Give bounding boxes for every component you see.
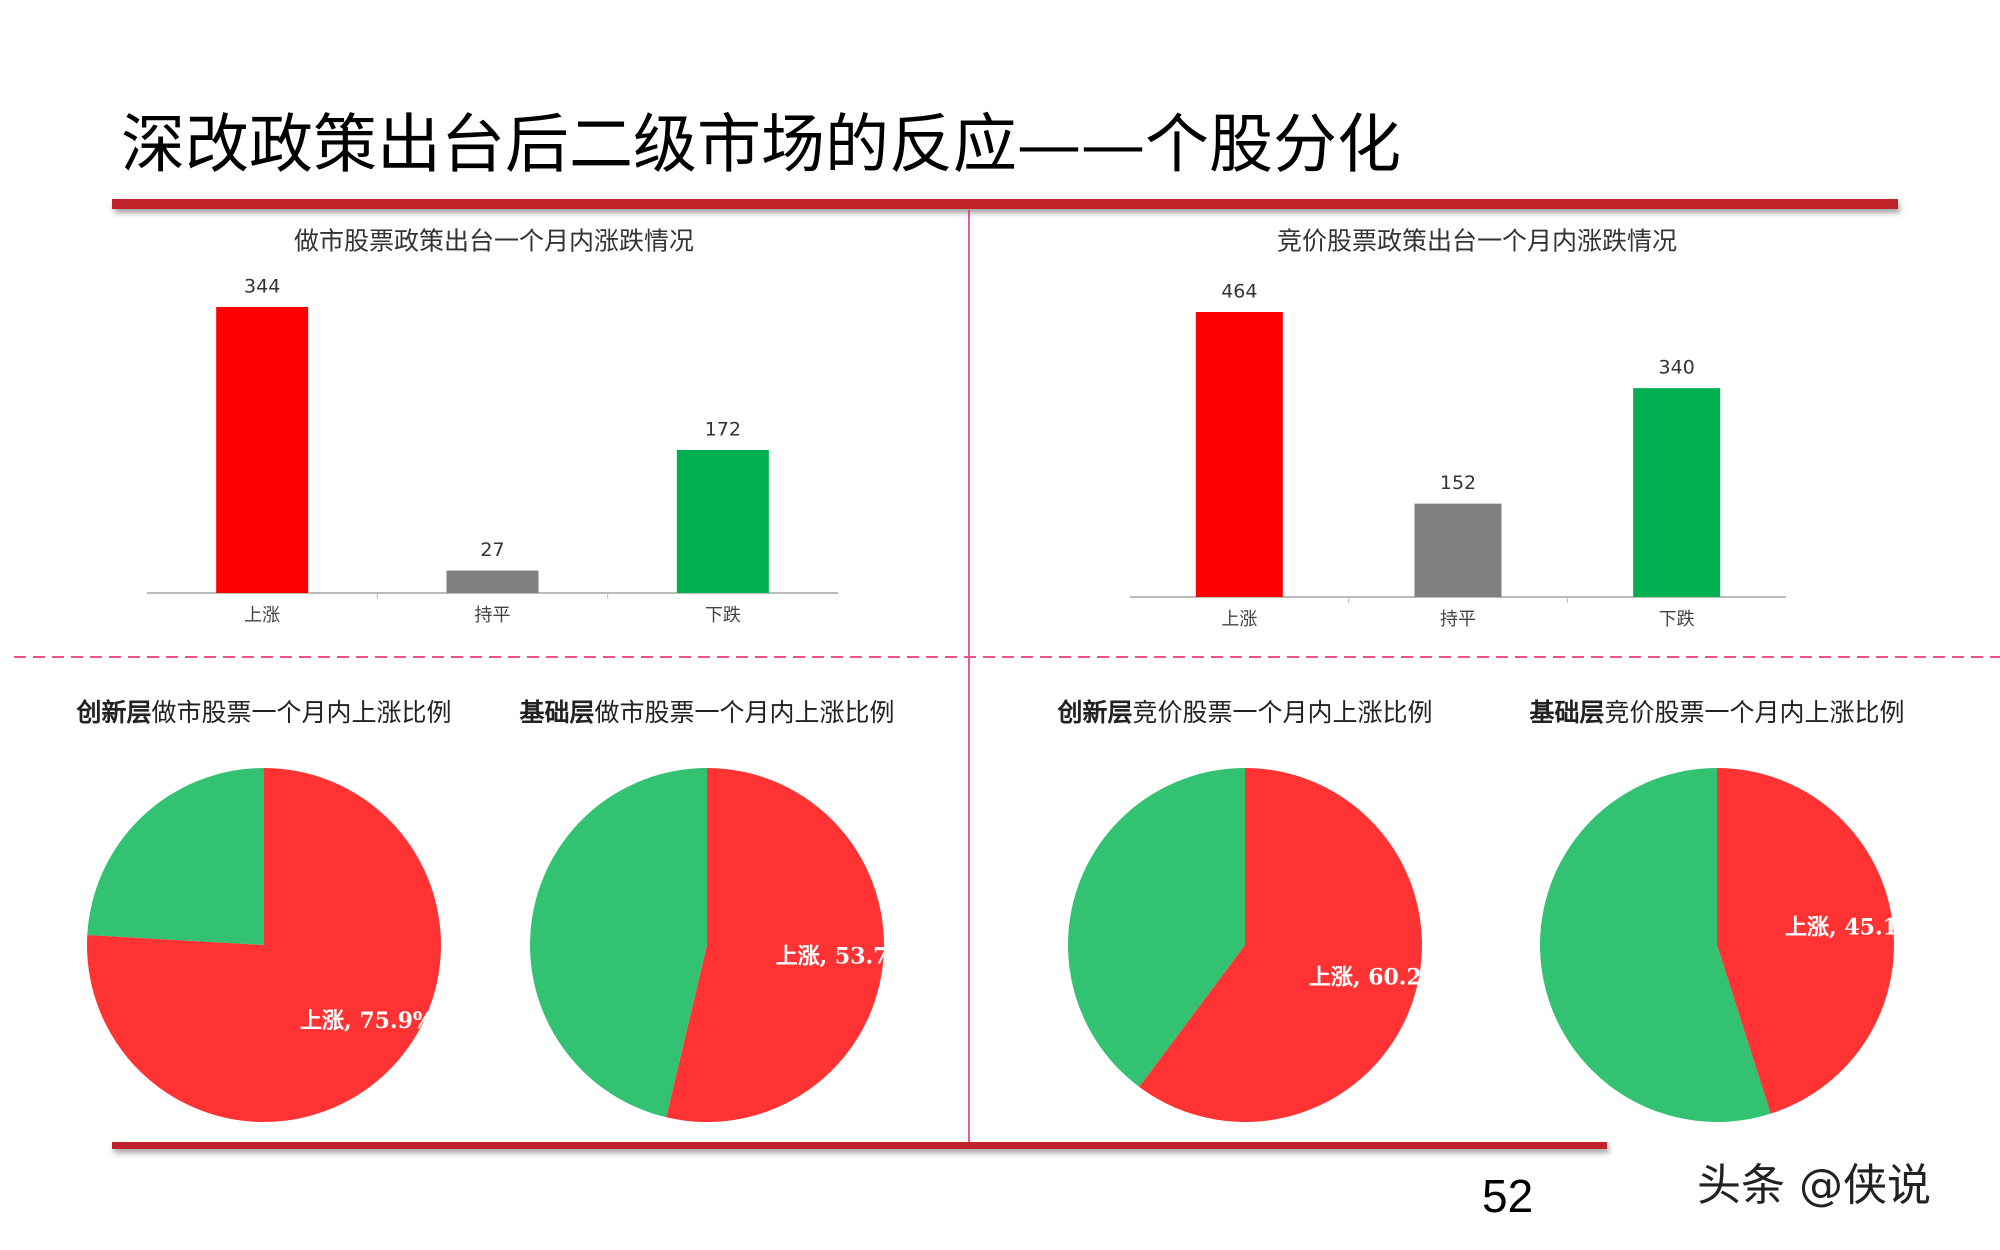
pie-slice [1068,768,1245,1087]
data-label: 464 [1221,281,1257,303]
bar [216,307,309,593]
chart-title-text: 竞价股票一个月内上涨比例 [1133,698,1433,727]
chart-title: 做市股票政策出台一个月内涨跌情况 [294,227,694,256]
title-rule [112,199,1898,209]
bar [1414,503,1502,597]
x-tick-label: 上涨 [1221,609,1257,630]
pie-slice [1717,767,1895,1114]
pie-slice [666,768,885,1122]
x-tick-label: 持平 [475,605,511,626]
page-number: 52 [1482,1170,1533,1222]
bar [676,450,769,593]
chart-title-prefix: 基础层 [1529,698,1604,727]
chart-title-prefix: 创新层 [75,698,151,727]
chart-title: 基础层做市股票一个月内上涨比例 [519,698,894,727]
x-tick-label: 下跌 [1659,609,1695,630]
data-label: 上涨, 45.1% [1785,915,1919,941]
data-label: 344 [244,276,280,298]
x-tick-label: 下跌 [705,605,741,626]
pie-slice [1540,768,1771,1122]
bar [1195,312,1283,597]
data-label: 上涨, 53.7% [776,943,910,969]
chart-title-prefix: 创新层 [1056,698,1132,727]
data-label: 27 [480,539,504,561]
chart-title: 创新层做市股票一个月内上涨比例 [75,698,451,727]
chart-title: 基础层竞价股票一个月内上涨比例 [1529,698,1904,727]
chart-title: 创新层竞价股票一个月内上涨比例 [1056,698,1432,727]
x-tick-label: 上涨 [244,605,280,626]
pie-slice [1139,767,1423,1122]
bar [446,570,539,593]
pie-slice [87,768,264,945]
chart-title-text: 做市股票一个月内上涨比例 [595,698,895,727]
chart-title-text: 做市股票一个月内上涨比例 [152,698,452,727]
bar [1633,388,1721,597]
watermark: 头条 @侠说 [1697,1160,1931,1211]
bottom-rule [112,1142,1607,1149]
x-tick-label: 持平 [1440,609,1476,630]
data-label: 172 [705,419,741,441]
pie-slice [530,767,707,1118]
chart-title-prefix: 基础层 [519,698,594,727]
data-label: 上涨, 60.2% [1309,964,1443,990]
slide-title: 深改政策出台后二级市场的反应——个股分化 [121,109,1401,183]
chart-title: 竞价股票政策出台一个月内涨跌情况 [1277,227,1677,256]
chart-title-text: 竞价股票一个月内上涨比例 [1605,698,1905,727]
data-label: 340 [1659,357,1695,379]
data-label: 上涨, 75.9% [300,1008,434,1034]
data-label: 152 [1440,472,1476,494]
